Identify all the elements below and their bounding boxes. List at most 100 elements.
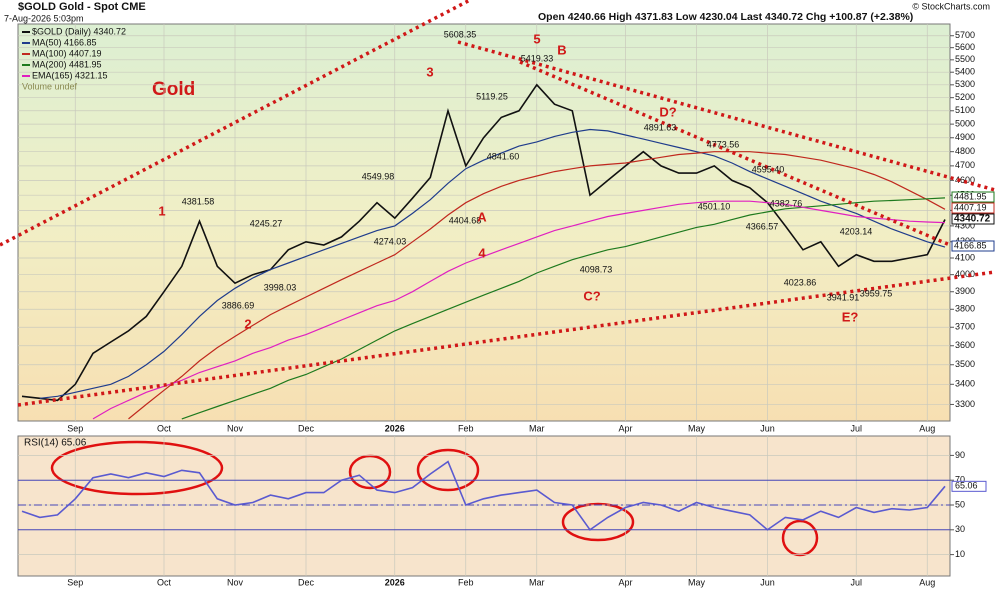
price-label: 4773.56: [707, 139, 740, 149]
x-tick-label: Oct: [157, 577, 172, 587]
x-tick-label: Apr: [618, 577, 632, 587]
wave-label: 2: [244, 316, 251, 331]
y-tick-label: 4600: [955, 175, 975, 185]
y-tick-label: 5200: [955, 92, 975, 102]
price-label: 4891.63: [644, 122, 677, 132]
wave-label: 4: [478, 245, 486, 260]
y-tick-label: 70: [955, 475, 965, 485]
y-tick-label: 5000: [955, 119, 975, 129]
wave-label: B: [557, 42, 566, 57]
y-tick-label: 5100: [955, 105, 975, 115]
price-label: 5419.33: [521, 53, 554, 63]
x-tick-label: Nov: [227, 423, 244, 433]
credit: © StockCharts.com: [912, 1, 990, 11]
x-tick-label: Nov: [227, 577, 244, 587]
x-tick-label: May: [688, 423, 706, 433]
y-tick-label: 4900: [955, 132, 975, 142]
price-label: 4366.57: [746, 221, 779, 231]
legend-label: MA(100) 4407.19: [32, 48, 102, 58]
last-value-box: [951, 213, 995, 225]
y-tick-label: 4700: [955, 160, 975, 170]
series-line: [92, 200, 946, 420]
y-tick-label: 5300: [955, 79, 975, 89]
last-value-box: [951, 240, 995, 252]
ellipse: [781, 519, 819, 557]
price-label: 4595.40: [752, 164, 785, 174]
wave-label: E?: [842, 309, 859, 324]
y-tick-label: 4800: [955, 146, 975, 156]
price-label: 4203.14: [840, 226, 873, 236]
price-label: 4023.86: [784, 277, 817, 287]
price-label: 4274.03: [374, 236, 407, 246]
price-label: 4382.76: [770, 198, 803, 208]
y-tick-label: 30: [955, 524, 965, 534]
trend-line: [17, 270, 996, 407]
series-line: [181, 197, 946, 420]
x-tick-label: 2026: [385, 423, 405, 433]
legend-label: MA(50) 4166.85: [32, 37, 97, 47]
price-label: 3941.91: [827, 292, 860, 302]
series-line: [39, 128, 946, 399]
y-tick-label: 10: [955, 549, 965, 559]
legend-label: EMA(165) 4321.15: [32, 70, 108, 80]
symbol-title: $GOLD Gold - Spot CME: [18, 1, 146, 13]
price-label: 3998.03: [264, 282, 297, 292]
x-tick-label: Dec: [298, 577, 315, 587]
y-tick-label: 5500: [955, 54, 975, 64]
y-tick-label: 90: [955, 450, 965, 460]
y-tick-label: 3700: [955, 322, 975, 332]
ellipse: [348, 454, 392, 490]
y-tick-label: 3800: [955, 304, 975, 314]
x-tick-label: Mar: [529, 577, 545, 587]
plot-area: [18, 436, 950, 576]
x-tick-label: 2026: [385, 577, 405, 587]
date: 7-Aug-2026 5:03pm: [4, 13, 84, 23]
last-value-label: 4481.95: [954, 191, 987, 201]
y-tick-label: 3500: [955, 359, 975, 369]
last-value-box: [951, 480, 987, 492]
legend-label: $GOLD (Daily) 4340.72: [32, 26, 126, 36]
trend-line: [457, 40, 996, 192]
price-label: 4404.68: [449, 215, 482, 225]
price-label: 4245.27: [250, 218, 283, 228]
x-tick-label: May: [688, 577, 706, 587]
x-tick-label: Feb: [458, 577, 474, 587]
y-tick-label: 4300: [955, 220, 975, 230]
series-line: [21, 83, 946, 402]
ellipse: [416, 448, 480, 492]
last-value-label: 4407.19: [954, 202, 987, 212]
wave-label: C?: [583, 288, 600, 303]
last-value-box: [951, 202, 995, 214]
wave-label: A: [477, 209, 487, 224]
price-label: 3886.69: [222, 300, 255, 310]
last-value-label: 4166.85: [954, 240, 987, 250]
wave-label: 1: [158, 203, 165, 218]
y-tick-label: 3300: [955, 399, 975, 409]
x-tick-label: Jun: [760, 423, 775, 433]
price-label: 4501.10: [698, 201, 731, 211]
legend-label: MA(200) 4481.95: [32, 59, 102, 69]
price-panel: [17, 23, 951, 422]
price-label: 4381.58: [182, 196, 215, 206]
x-tick-label: Oct: [157, 423, 172, 433]
x-tick-label: Sep: [67, 577, 83, 587]
series-line: [128, 151, 946, 420]
y-tick-label: 4100: [955, 252, 975, 262]
ellipse: [50, 440, 224, 496]
rsi-panel: [17, 435, 951, 577]
y-tick-label: 4000: [955, 269, 975, 279]
series-line: [21, 460, 946, 531]
quote: Open 4240.66 High 4371.83 Low 4230.04 La…: [538, 11, 913, 23]
y-tick-label: 3600: [955, 340, 975, 350]
x-tick-label: Aug: [919, 423, 935, 433]
x-tick-label: Feb: [458, 423, 474, 433]
trend-line: [0, 0, 471, 247]
wave-label: 3: [426, 64, 433, 79]
y-tick-label: 5600: [955, 42, 975, 52]
last-value-label: 65.06: [955, 481, 978, 491]
y-tick-label: 3400: [955, 379, 975, 389]
price-label: 5608.35: [444, 29, 477, 39]
price-label: 4549.98: [362, 171, 395, 181]
rsi-title: RSI(14) 65.06: [24, 438, 87, 449]
